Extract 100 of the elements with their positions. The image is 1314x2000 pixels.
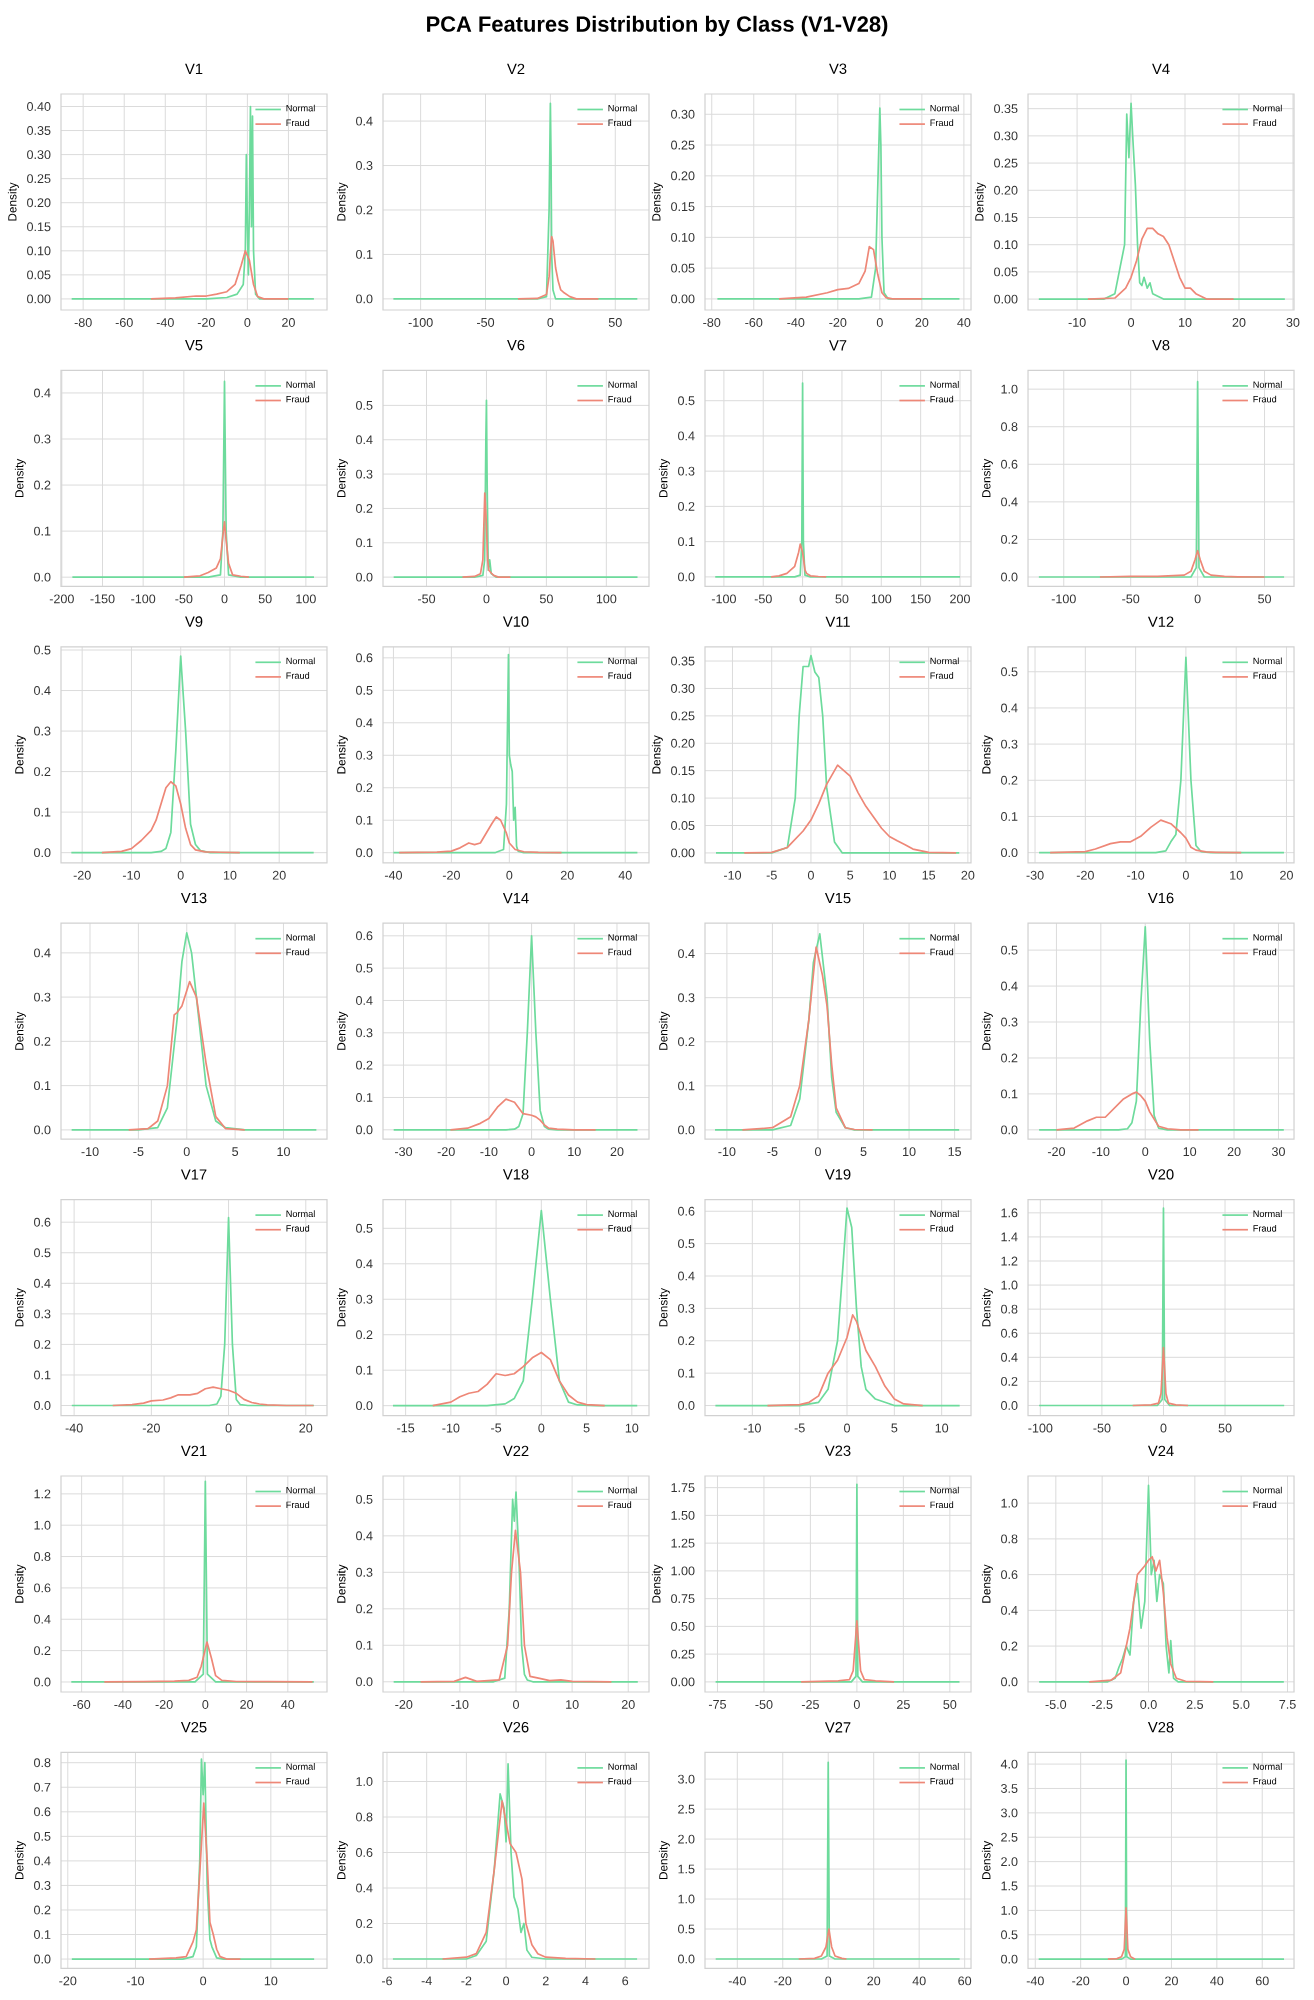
x-tick-label: 40 bbox=[957, 318, 971, 327]
y-tick-label: 0.2 bbox=[678, 1037, 695, 1047]
legend-label: Fraud bbox=[286, 948, 310, 956]
y-tick-label: 0.4 bbox=[678, 431, 695, 441]
y-tick-label: 0.35 bbox=[671, 656, 695, 666]
x-tick-label: 200 bbox=[950, 594, 970, 604]
y-tick-label: 0.1 bbox=[34, 807, 51, 817]
y-tick-label: 0.8 bbox=[1001, 1534, 1018, 1544]
legend-label: Normal bbox=[608, 1763, 637, 1770]
x-tick-label: -50 bbox=[754, 594, 772, 604]
x-tick-label: -100 bbox=[1028, 1423, 1053, 1433]
x-tick-label: 100 bbox=[596, 594, 617, 604]
x-tick-label: 50 bbox=[1218, 1423, 1232, 1433]
y-tick-label: 0.2 bbox=[356, 503, 373, 513]
x-tick-label: -20 bbox=[774, 1976, 792, 1986]
chart-title: V18 bbox=[502, 1169, 529, 1180]
y-tick-label: 0.2 bbox=[34, 1646, 51, 1656]
line-series bbox=[517, 235, 600, 300]
y-tick-label: 1.2 bbox=[1001, 1256, 1018, 1266]
x-tick-label: -30 bbox=[394, 1147, 413, 1157]
y-tick-label: 0.2 bbox=[678, 501, 695, 511]
x-tick-label: -75 bbox=[708, 1700, 727, 1709]
x-tick-label: 10 bbox=[1179, 317, 1192, 327]
chart-title: V10 bbox=[502, 616, 529, 627]
x-tick-label: 0 bbox=[538, 1423, 545, 1433]
y-axis-title: Density bbox=[336, 1011, 348, 1050]
y-tick-label: 0.4 bbox=[356, 1883, 373, 1893]
x-tick-label: 0 bbox=[183, 1147, 190, 1157]
y-tick-label: 0.1 bbox=[356, 1093, 373, 1102]
legend-label: Fraud bbox=[608, 1224, 632, 1232]
x-tick-label: -5 bbox=[491, 1423, 502, 1433]
y-tick-label: 0.0 bbox=[1001, 848, 1018, 858]
x-tick-label: 50 bbox=[943, 1700, 957, 1709]
x-tick-label: 10 bbox=[1183, 1147, 1197, 1157]
line-series bbox=[1037, 102, 1286, 300]
legend-label: Fraud bbox=[608, 119, 632, 127]
x-tick-label: -40 bbox=[65, 1423, 83, 1433]
x-tick-label: -80 bbox=[74, 318, 92, 327]
y-tick-label: 0.2 bbox=[34, 767, 51, 777]
y-tick-label: 0.15 bbox=[27, 222, 51, 232]
x-tick-label: 15 bbox=[948, 1147, 962, 1156]
y-tick-label: 0.1 bbox=[34, 526, 51, 536]
line-series bbox=[103, 1641, 314, 1683]
legend-label: Normal bbox=[608, 104, 637, 112]
legend-label: Fraud bbox=[1253, 395, 1277, 403]
legend-label: Fraud bbox=[930, 1777, 954, 1785]
x-tick-label: -60 bbox=[745, 318, 763, 327]
legend-label: Normal bbox=[1253, 381, 1282, 388]
y-tick-label: 0.6 bbox=[1001, 1570, 1018, 1580]
y-axis-title: Density bbox=[7, 182, 19, 221]
y-axis-title: Density bbox=[14, 735, 26, 774]
y-tick-label: 0.8 bbox=[1001, 422, 1018, 432]
y-tick-label: 3.0 bbox=[678, 1774, 695, 1784]
chart-title: V14 bbox=[502, 893, 529, 904]
y-axis-title: Density bbox=[658, 1840, 670, 1880]
x-tick-label: -150 bbox=[90, 594, 115, 604]
x-tick-label: -20 bbox=[437, 1147, 455, 1157]
x-tick-label: 5 bbox=[891, 1423, 898, 1433]
legend-label: Normal bbox=[608, 1210, 637, 1218]
x-tick-label: 10 bbox=[264, 1976, 278, 1986]
x-tick-label: -100 bbox=[711, 594, 736, 604]
y-tick-label: 0.2 bbox=[34, 480, 51, 490]
y-tick-label: 0.75 bbox=[671, 1594, 695, 1604]
y-tick-label: 0.7 bbox=[34, 1782, 51, 1792]
y-tick-label: 0.5 bbox=[356, 963, 373, 973]
y-tick-label: 0.6 bbox=[1001, 1328, 1018, 1338]
y-tick-label: 0.0 bbox=[678, 1954, 695, 1964]
x-tick-label: 5 bbox=[860, 1147, 867, 1156]
y-axis-title: Density bbox=[981, 735, 993, 774]
y-tick-label: 0.1 bbox=[678, 537, 695, 547]
y-axis-title: Density bbox=[14, 1288, 26, 1327]
y-tick-label: 1.0 bbox=[1001, 1905, 1018, 1915]
y-tick-label: 0.5 bbox=[678, 1239, 695, 1249]
chart-title: V20 bbox=[1147, 1169, 1174, 1180]
y-tick-label: 0.2 bbox=[678, 1336, 695, 1346]
line-series bbox=[714, 382, 961, 578]
y-tick-label: 0.2 bbox=[34, 1339, 51, 1349]
y-tick-label: 0.40 bbox=[27, 102, 51, 111]
legend-label: Fraud bbox=[608, 1777, 632, 1785]
y-tick-label: 0.1 bbox=[678, 1368, 695, 1378]
legend-label: Fraud bbox=[286, 119, 310, 127]
y-tick-label: 2.5 bbox=[1001, 1832, 1018, 1842]
y-tick-label: 0.3 bbox=[356, 469, 373, 479]
x-tick-label: -5 bbox=[767, 1147, 778, 1156]
x-tick-label: 0 bbox=[844, 1423, 851, 1433]
y-tick-label: 0.1 bbox=[678, 1081, 695, 1091]
y-tick-label: 2.5 bbox=[678, 1804, 695, 1814]
legend-label: Normal bbox=[286, 104, 315, 112]
legend-label: Normal bbox=[286, 381, 315, 388]
legend-label: Fraud bbox=[930, 1501, 954, 1509]
x-tick-label: -50 bbox=[1122, 594, 1140, 604]
chart-title: V12 bbox=[1147, 616, 1174, 627]
x-tick-label: 0 bbox=[200, 1976, 207, 1986]
x-tick-label: 0 bbox=[1194, 594, 1201, 604]
x-tick-label: 10 bbox=[568, 1147, 581, 1157]
y-tick-label: 0.1 bbox=[356, 1640, 373, 1650]
y-tick-label: 0.4 bbox=[34, 1856, 51, 1866]
chart-title: V8 bbox=[1152, 339, 1170, 351]
y-axis-title: Density bbox=[651, 735, 663, 774]
y-tick-label: 1.0 bbox=[678, 1894, 695, 1904]
